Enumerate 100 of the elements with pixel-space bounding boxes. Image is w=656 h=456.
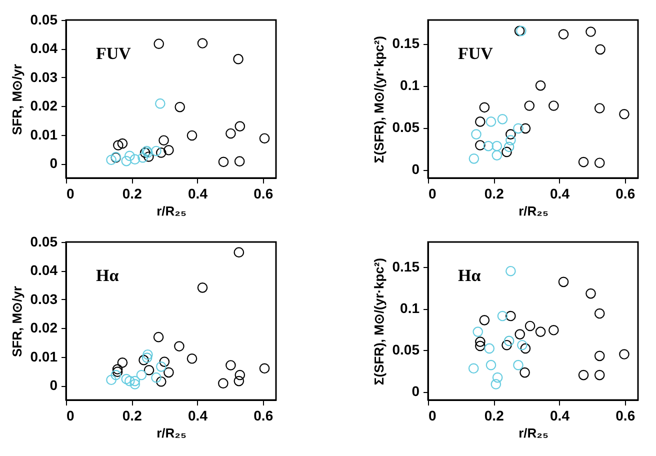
point xyxy=(492,140,502,152)
x-tick-label: 0.2 xyxy=(484,186,504,202)
point xyxy=(594,103,605,114)
y-tick-label: 0 xyxy=(412,161,420,178)
y-tick-label: 0.02 xyxy=(30,98,58,114)
point xyxy=(520,123,531,134)
point xyxy=(112,366,123,377)
point xyxy=(524,320,536,332)
y-tick-label: 0 xyxy=(50,155,58,172)
point xyxy=(548,100,559,111)
y-tick-label: 0.05 xyxy=(392,119,420,136)
point xyxy=(174,102,186,112)
point xyxy=(502,340,512,350)
point xyxy=(506,129,516,140)
point xyxy=(535,80,546,91)
x-axis-title: r/R₂₅ xyxy=(518,204,548,218)
point xyxy=(156,376,166,387)
point xyxy=(110,370,122,380)
annotation: FUV xyxy=(96,44,132,63)
point xyxy=(497,310,508,322)
point xyxy=(234,156,245,166)
point xyxy=(492,150,502,160)
y-tick-label: 0 xyxy=(412,383,420,400)
point xyxy=(153,332,164,342)
y-axis-title: SFR, M⊙/yr xyxy=(9,286,24,357)
point xyxy=(164,367,174,378)
point xyxy=(492,372,503,383)
point xyxy=(130,376,140,386)
y-tick-label: 0.01 xyxy=(30,348,58,364)
point xyxy=(124,150,135,162)
x-tick-label: 0 xyxy=(66,186,74,202)
point xyxy=(186,353,198,364)
x-tick-label: 0 xyxy=(428,408,436,424)
point xyxy=(117,138,128,149)
point xyxy=(234,370,246,380)
point xyxy=(502,146,512,158)
point xyxy=(164,144,174,156)
point xyxy=(504,142,514,152)
point xyxy=(144,152,154,162)
y-tick-label: 0.04 xyxy=(30,40,58,56)
point xyxy=(513,360,524,370)
point xyxy=(472,326,484,337)
point xyxy=(595,44,606,55)
point xyxy=(475,340,486,352)
point xyxy=(524,100,535,111)
point xyxy=(506,310,516,322)
point xyxy=(106,374,116,386)
point xyxy=(558,276,569,288)
point xyxy=(197,282,208,293)
x-tick-label: 0 xyxy=(66,408,74,424)
point xyxy=(151,146,162,156)
point xyxy=(218,378,228,388)
annotation: Hα xyxy=(458,266,482,285)
point xyxy=(159,356,170,367)
point xyxy=(468,154,480,164)
x-axis-title: r/R₂₅ xyxy=(156,204,186,218)
point xyxy=(506,266,516,276)
point xyxy=(486,360,496,370)
point xyxy=(130,154,140,164)
x-tick-label: 0.2 xyxy=(122,186,142,202)
point xyxy=(486,116,496,127)
point xyxy=(234,376,244,386)
y-tick-label: 0.05 xyxy=(30,12,58,28)
x-tick-label: 0.2 xyxy=(484,408,504,424)
y-tick-label: 0.03 xyxy=(30,68,58,85)
y-tick-label: 0.02 xyxy=(30,320,58,336)
point xyxy=(594,158,605,168)
y-axis-title: Σ(SFR), M⊙/(yr·kpc²) xyxy=(371,258,386,386)
y-tick-label: 0.05 xyxy=(30,234,58,250)
point xyxy=(174,341,184,352)
point xyxy=(594,350,605,362)
point xyxy=(234,247,244,258)
y-axis-title: Σ(SFR), M⊙/(yr·kpc²) xyxy=(371,36,386,164)
point xyxy=(226,360,236,370)
point xyxy=(112,364,123,374)
y-tick-label: 0.03 xyxy=(30,290,58,307)
point xyxy=(475,336,486,347)
point xyxy=(124,376,135,386)
x-tick-label: 0.4 xyxy=(550,186,570,202)
x-axis-title: r/R₂₅ xyxy=(156,426,186,440)
point xyxy=(594,308,605,319)
point xyxy=(471,129,482,140)
y-tick-label: 0 xyxy=(50,377,58,394)
x-tick-label: 0.6 xyxy=(616,408,636,424)
point xyxy=(113,140,124,150)
x-tick-label: 0.6 xyxy=(616,186,636,202)
point xyxy=(520,343,531,354)
point xyxy=(535,326,546,337)
point xyxy=(520,367,530,378)
point xyxy=(548,324,559,336)
point xyxy=(121,156,132,166)
point xyxy=(259,133,270,144)
point xyxy=(158,135,169,146)
point xyxy=(121,374,132,384)
point xyxy=(186,130,198,141)
point xyxy=(475,116,486,127)
point xyxy=(479,102,490,113)
point xyxy=(619,349,630,360)
point xyxy=(154,38,164,49)
y-tick-label: 0.15 xyxy=(392,35,420,52)
